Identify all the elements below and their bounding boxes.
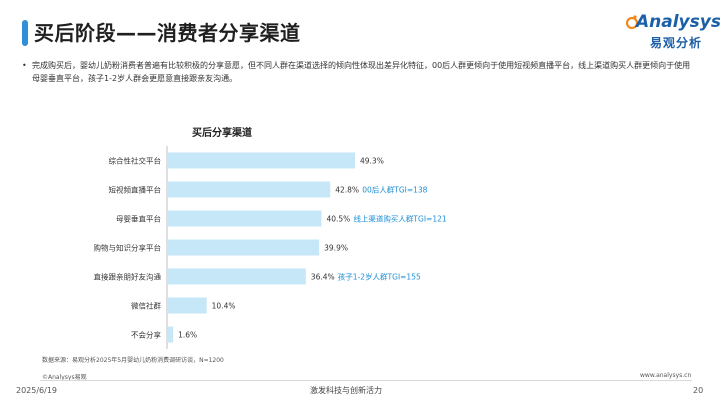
chart-title: 买后分享渠道 [192,128,252,139]
bar [167,326,174,343]
value-label: 36.4% [311,273,335,282]
tgi-annotation: 孩子1-2岁人群TGI=155 [338,272,421,282]
analysys-logo-icon [626,15,638,30]
value-label: 39.9% [324,244,348,253]
bar [167,239,320,256]
value-label: 10.4% [212,302,236,311]
footer-slogan: 激发科技与创新活力 [310,386,382,395]
category-label: 微信社群 [131,301,161,311]
bar [167,210,322,227]
category-label: 直接跟亲朋好友沟通 [94,272,162,282]
page-number: 20 [693,386,704,395]
logo-text-en: Analysys [636,12,720,32]
bar [167,268,306,285]
title-accent-bar [22,20,28,46]
value-label: 40.5% [326,215,350,224]
bar [167,297,207,314]
bar [167,181,331,198]
page-title: 买后阶段——消费者分享渠道 [34,21,301,45]
category-label: 不会分享 [131,330,161,340]
bullet-icon: • [22,61,27,70]
logo-text-cn: 易观分析 [650,36,703,50]
tgi-annotation: 00后人群TGI=138 [362,185,427,195]
value-label: 49.3% [360,157,384,166]
bar [167,152,355,169]
category-label: 综合性社交平台 [109,156,162,166]
footer-divider [40,380,692,381]
value-label: 1.6% [178,331,197,340]
category-label: 母婴垂直平台 [116,214,161,224]
category-label: 购物与知识分享平台 [94,243,162,253]
copyright-left: ©Analysys易观 [42,374,87,381]
tgi-annotation: 线上渠道购买人群TGI=121 [353,214,446,224]
website-link[interactable]: www.analysys.cn [640,372,692,379]
brand-logo: Analysys 易观分析 [626,12,720,52]
summary-paragraph: • 完成购买后，婴幼儿奶粉消费者普遍有比较积极的分享意愿，但不同人群在渠道选择的… [22,59,694,85]
data-source: 数据来源：易观分析2025年5月婴幼儿奶粉消费调研访谈，N=1200 [42,357,224,364]
value-label: 42.8% [335,186,359,195]
summary-text: 完成购买后，婴幼儿奶粉消费者普遍有比较积极的分享意愿，但不同人群在渠道选择的倾向… [32,61,691,83]
footer-date: 2025/6/19 [16,386,58,395]
category-label: 短视频直播平台 [109,185,162,195]
